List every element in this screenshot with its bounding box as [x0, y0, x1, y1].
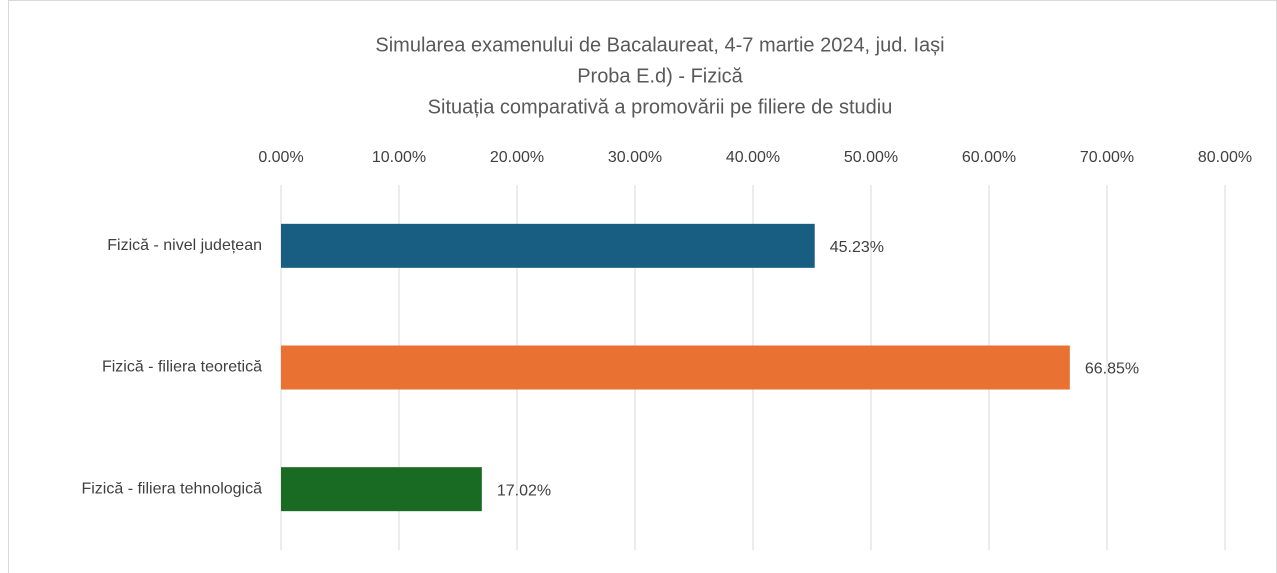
- x-tick-label: 30.00%: [608, 149, 662, 166]
- x-tick-label: 0.00%: [258, 149, 303, 166]
- chart-title: Simularea examenului de Bacalaureat, 4-7…: [375, 34, 944, 56]
- bar: [281, 467, 482, 512]
- x-tick-label: 70.00%: [1080, 149, 1134, 166]
- y-tick-label: Fizică - nivel județean: [107, 237, 262, 254]
- data-label: 45.23%: [830, 239, 884, 256]
- bar: [281, 223, 815, 268]
- data-label: 66.85%: [1085, 361, 1139, 378]
- x-tick-label: 40.00%: [726, 149, 780, 166]
- y-tick-label: Fizică - filiera tehnologică: [81, 480, 262, 497]
- x-tick-label: 10.00%: [372, 149, 426, 166]
- x-tick-label: 80.00%: [1198, 149, 1252, 166]
- x-tick-label: 50.00%: [844, 149, 898, 166]
- data-label: 17.02%: [497, 482, 551, 499]
- chart-title: Proba E.d) - Fizică: [577, 65, 743, 87]
- bar: [281, 345, 1070, 390]
- x-tick-label: 20.00%: [490, 149, 544, 166]
- chart-title: Situația comparativă a promovării pe fil…: [428, 96, 893, 118]
- x-tick-label: 60.00%: [962, 149, 1016, 166]
- y-tick-label: Fizică - filiera teoretică: [102, 359, 262, 376]
